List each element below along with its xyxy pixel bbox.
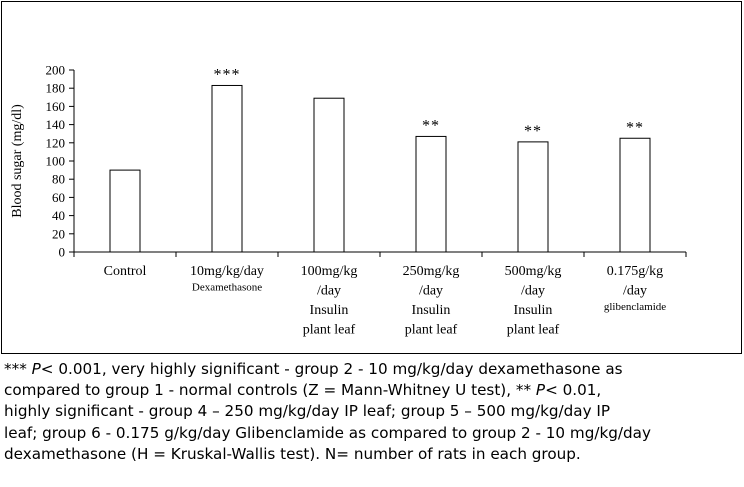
bar: [313, 97, 345, 253]
caption-line: leaf; group 6 - 0.175 g/kg/day Glibencla…: [4, 423, 742, 444]
x-category-label: plant leaf: [405, 323, 458, 338]
bar: [211, 84, 243, 253]
bar-chart: 0 20 40 60 80 100 120 140 160 180 200 Blood sugar (…: [10, 63, 687, 338]
caption-text: ***: [4, 360, 32, 378]
significance-marker: ***: [214, 66, 241, 83]
y-tick-label: 20: [52, 226, 65, 241]
figure-caption: *** P< 0.001, very highly significant - …: [4, 359, 742, 465]
x-category-label: Insulin: [412, 303, 451, 318]
significance-marker: **: [626, 119, 644, 136]
x-category-label: /day: [317, 284, 341, 299]
y-tick-label: 40: [52, 208, 65, 223]
bar: [517, 141, 549, 253]
significance-marker: **: [524, 123, 542, 140]
bar: [109, 169, 141, 253]
x-category-label: plant leaf: [507, 323, 560, 338]
caption-text: highly significant - group 4 – 250 mg/kg…: [4, 402, 611, 421]
x-category-label: /day: [419, 284, 443, 299]
x-category-label: glibenclamide: [604, 301, 666, 313]
caption-line: dexamethasone (H = Kruskal-Wallis test).…: [4, 444, 742, 465]
caption-italic-text: P: [31, 360, 41, 378]
chart-frame: [1, 1, 742, 354]
x-category-label: Insulin: [310, 303, 349, 318]
caption-text: < 0.001, very highly significant - group…: [40, 360, 623, 378]
caption-italic-text: P: [535, 381, 546, 400]
y-tick-label: 160: [46, 99, 66, 114]
x-category-label: 100mg/kg: [301, 264, 358, 279]
caption-line: highly significant - group 4 – 250 mg/kg…: [4, 401, 742, 422]
y-axis-label: Blood sugar (mg/dl): [10, 104, 25, 218]
x-category-label: Control: [104, 264, 147, 279]
x-category-label: 250mg/kg: [403, 264, 460, 279]
bar: [415, 135, 447, 253]
x-category-label: Insulin: [514, 303, 553, 318]
y-tick-label: 120: [46, 135, 66, 150]
x-category-label: plant leaf: [303, 323, 356, 338]
caption-text: dexamethasone (H = Kruskal-Wallis test).…: [4, 444, 581, 463]
y-tick-label: 0: [59, 245, 66, 260]
x-category-label: /day: [521, 284, 545, 299]
y-tick-label: 140: [46, 117, 66, 132]
caption-text: < 0.01,: [545, 381, 602, 400]
x-category-label: 10mg/kg/day: [190, 264, 264, 279]
x-category-label: 0.175g/kg: [607, 264, 663, 279]
y-tick-label: 80: [52, 172, 65, 187]
caption-text: compared to group 1 - normal controls (Z…: [4, 381, 536, 400]
y-tick-label: 60: [52, 190, 65, 205]
significance-marker: **: [422, 117, 440, 134]
x-category-label: Dexamethasone: [192, 282, 262, 294]
y-tick-label: 180: [46, 81, 66, 96]
y-tick-label: 200: [46, 63, 66, 78]
caption-line: *** P< 0.001, very highly significant - …: [4, 359, 742, 380]
x-category-label: /day: [623, 284, 647, 299]
caption-line: compared to group 1 - normal controls (Z…: [4, 380, 742, 401]
x-category-label: 500mg/kg: [505, 264, 562, 279]
y-tick-label: 100: [46, 154, 66, 169]
caption-text: leaf; group 6 - 0.175 g/kg/day Glibencla…: [4, 423, 651, 442]
bar: [619, 137, 651, 253]
